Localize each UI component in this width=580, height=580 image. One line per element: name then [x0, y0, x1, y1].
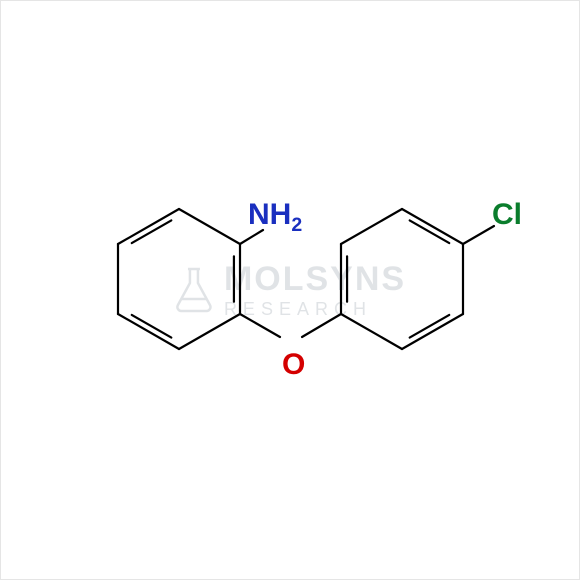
figure-canvas: MOLSYNS RESEARCH NH2OCl	[0, 0, 580, 580]
atom-O: O	[282, 348, 305, 382]
atom-NH2: NH2	[248, 198, 302, 237]
molecule-structure	[0, 0, 580, 580]
atom-Cl: Cl	[492, 198, 522, 232]
